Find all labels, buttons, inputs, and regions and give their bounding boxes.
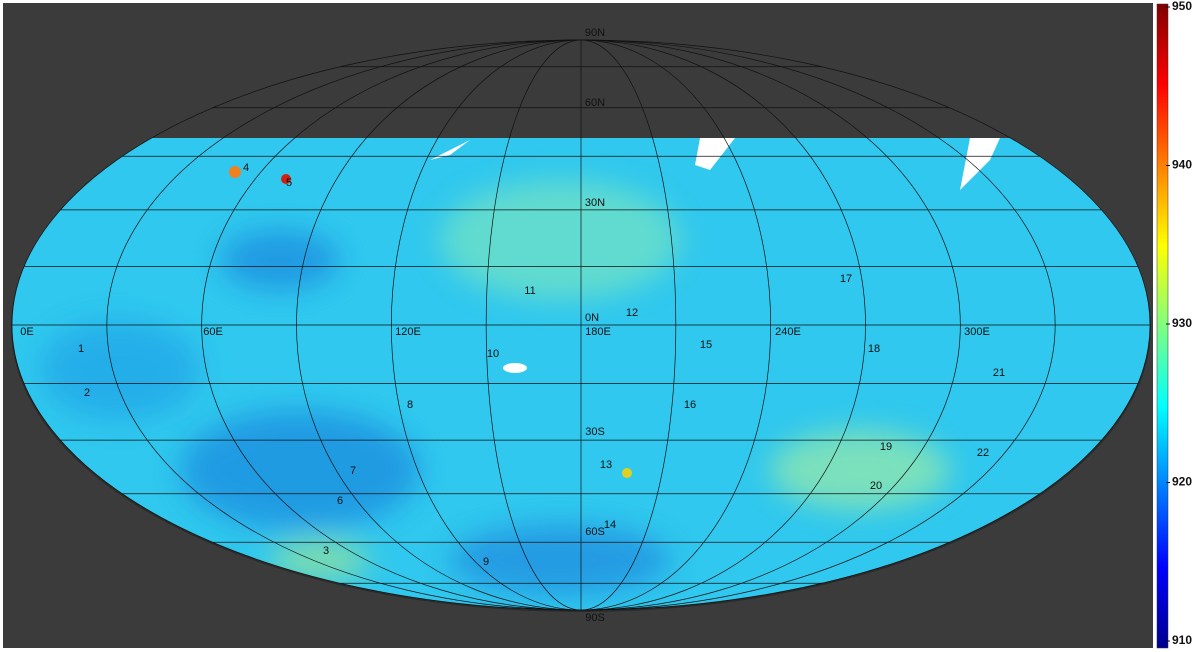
latitude-label: 60N <box>585 97 605 109</box>
site-label: 6 <box>337 495 343 507</box>
longitude-label: 300E <box>964 326 990 338</box>
longitude-label: 0E <box>20 326 33 338</box>
site-label: 7 <box>350 465 356 477</box>
longitude-label: 120E <box>395 326 421 338</box>
colorbar-label: 910 <box>1172 633 1192 647</box>
site-label: 12 <box>626 307 638 319</box>
site-label: 16 <box>684 399 696 411</box>
labels: 90N 60N 30N 0N 30S 60S 90S 0E 60E 120E 180E 240E 300… <box>20 27 1005 624</box>
longitude-label: 240E <box>775 326 801 338</box>
site-label: 1 <box>78 343 84 355</box>
colorbar-label: 930 <box>1172 316 1192 330</box>
site-label: 10 <box>487 348 499 360</box>
site-label: 4 <box>243 162 249 174</box>
colorbar-label: 940 <box>1172 158 1192 172</box>
longitude-label: 180E <box>585 326 611 338</box>
site-label: 13 <box>600 459 612 471</box>
site-label: 9 <box>483 556 489 568</box>
latitude-label: 0N <box>585 312 599 324</box>
site-label: 3 <box>323 545 329 557</box>
latitude-label: 90N <box>585 27 605 39</box>
data-gap <box>430 140 470 160</box>
hotspot <box>229 166 241 178</box>
site-label: 8 <box>407 399 413 411</box>
data-gap <box>503 363 527 373</box>
site-label: 20 <box>870 480 882 492</box>
latitude-label: 90S <box>585 612 605 624</box>
site-label: 14 <box>604 519 616 531</box>
site-label: 18 <box>868 343 880 355</box>
site-label: 15 <box>700 339 712 351</box>
colorbar-gradient <box>1156 3 1169 649</box>
site-label: 2 <box>84 387 90 399</box>
latitude-label: 30S <box>585 426 605 438</box>
longitude-label: 60E <box>203 326 223 338</box>
hotspot <box>281 174 291 184</box>
site-label: 19 <box>880 441 892 453</box>
colorbar: 910 920 930 940 950 <box>1156 0 1192 649</box>
site-label: 11 <box>524 285 535 297</box>
latitude-label: 60S <box>585 526 605 538</box>
graticule <box>11 39 1151 611</box>
colorbar-label: 920 <box>1172 475 1192 489</box>
data-gap <box>695 138 735 170</box>
data-gap <box>960 138 1000 190</box>
site-label: 5 <box>286 177 292 189</box>
hotspot <box>622 468 632 478</box>
site-label: 17 <box>840 273 852 285</box>
site-label: 21 <box>993 367 1005 379</box>
colorbar-label: 950 <box>1172 0 1192 13</box>
latitude-label: 30N <box>585 197 605 209</box>
site-label: 22 <box>977 447 989 459</box>
